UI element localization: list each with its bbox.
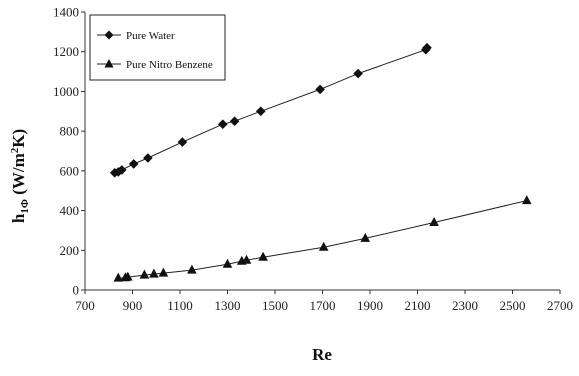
tick-labels: 0 200 400 600 800 1000 1200 1400 700 900 1100 1300 1…	[53, 5, 573, 314]
trend-line-pure-nitro-benzene	[118, 200, 527, 279]
x-tick-label: 900	[123, 298, 143, 313]
y-tick-label: 200	[60, 243, 80, 258]
y-tick-label: 400	[60, 203, 80, 218]
point-pure-nitro-benzene	[241, 254, 252, 264]
x-tick-label: 2700	[547, 298, 573, 313]
y-tick-label: 0	[73, 283, 80, 298]
point-pure-nitro-benzene	[158, 267, 169, 277]
y-tick-label: 800	[60, 124, 80, 139]
point-pure-nitro-benzene	[187, 264, 197, 274]
legend-label-pure-water: Pure Water	[126, 30, 175, 42]
x-axis-title: Re	[312, 345, 332, 364]
point-pure-nitro-benzene	[139, 269, 150, 279]
point-pure-nitro-benzene	[360, 232, 371, 242]
point-pure-nitro-benzene	[429, 217, 439, 226]
point-pure-nitro-benzene	[318, 241, 329, 251]
point-pure-nitro-benzene	[258, 251, 268, 261]
point-pure-water	[229, 116, 240, 126]
y-tick-label: 1000	[53, 84, 79, 99]
point-pure-nitro-benzene	[149, 268, 159, 278]
legend-marker-nitro-benzene	[104, 59, 114, 68]
y-axis-title: h1Φ (W/m2K)	[9, 129, 31, 223]
x-tick-label: 2300	[452, 298, 478, 313]
point-pure-nitro-benzene	[123, 271, 133, 281]
point-pure-water	[255, 106, 266, 117]
x-tick-label: 1700	[310, 298, 336, 313]
point-pure-water	[217, 119, 228, 129]
point-pure-water	[177, 137, 188, 147]
point-pure-water	[315, 84, 325, 95]
legend-box	[89, 14, 226, 81]
data-points	[109, 42, 532, 282]
x-tick-label: 1900	[357, 298, 383, 313]
point-pure-water	[143, 153, 153, 163]
y-tick-label: 600	[60, 163, 80, 178]
legend: Pure Water Pure Nitro Benzene	[89, 14, 226, 81]
y-tick-label: 1400	[53, 5, 79, 20]
point-pure-nitro-benzene	[113, 272, 123, 282]
legend-marker-pure-water	[104, 30, 114, 40]
point-pure-water	[353, 68, 363, 79]
trend-lines	[114, 47, 527, 279]
x-tick-label: 1500	[262, 298, 288, 313]
axes	[81, 11, 561, 294]
x-tick-label: 1300	[215, 298, 241, 313]
point-pure-nitro-benzene	[222, 258, 233, 268]
point-pure-water	[128, 159, 139, 169]
point-pure-water	[117, 165, 127, 175]
legend-label-nitro-benzene: Pure Nitro Benzene	[126, 59, 213, 71]
y-tick-label: 1200	[53, 44, 79, 59]
point-pure-nitro-benzene	[522, 195, 532, 205]
x-tick-label: 2100	[405, 298, 431, 313]
point-pure-water	[422, 42, 432, 53]
x-tick-label: 1100	[167, 298, 193, 313]
x-tick-label: 2500	[500, 298, 526, 313]
x-tick-label: 700	[75, 298, 95, 313]
